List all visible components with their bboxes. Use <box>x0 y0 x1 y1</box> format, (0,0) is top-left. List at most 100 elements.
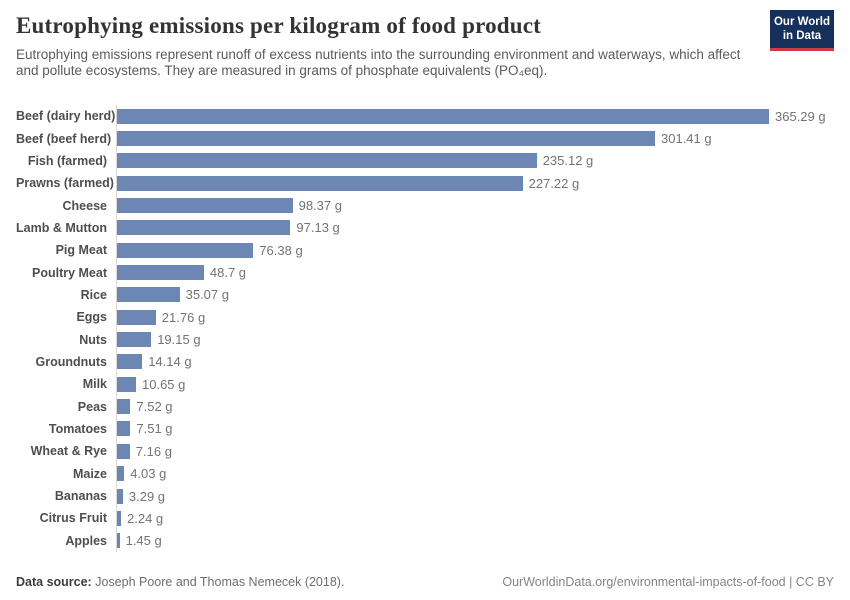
bar-track: 235.12 g <box>116 149 834 173</box>
category-label: Beef (beef herd) <box>16 131 112 146</box>
value-label: 3.29 g <box>128 488 166 504</box>
chart-row: Apples 1.45 g <box>16 529 834 552</box>
chart-row: Prawns (farmed) 227.22 g <box>16 172 834 195</box>
bar[interactable] <box>117 510 121 526</box>
subtitle-line-1: Eutrophying emissions represent runoff o… <box>16 47 666 62</box>
bar[interactable] <box>117 287 180 303</box>
value-label: 21.76 g <box>161 309 206 325</box>
bar-track: 19.15 g <box>116 328 834 351</box>
chart-row: Groundnuts 14.14 g <box>16 350 834 374</box>
bar-track: 7.52 g <box>116 395 834 418</box>
subtitle-line-2: which affect and pollute ecosystems. The… <box>16 47 741 79</box>
bar[interactable] <box>117 309 156 325</box>
chart-row: Eggs 21.76 g <box>16 306 834 329</box>
chart-row: Maize 4.03 g <box>16 462 834 485</box>
category-label: Milk <box>82 377 107 392</box>
bar[interactable] <box>117 108 769 124</box>
bar-track: 4.03 g <box>116 462 834 485</box>
bar[interactable] <box>117 533 120 549</box>
bar-track: 227.22 g <box>116 172 834 195</box>
value-label: 227.22 g <box>528 175 580 191</box>
value-label: 301.41 g <box>661 131 712 147</box>
value-label: 14.14 g <box>148 354 192 370</box>
bar-track: 1.45 g <box>116 529 834 552</box>
bar-track: 35.07 g <box>116 283 834 307</box>
chart-footer: Data source: Joseph Poore and Thomas Nem… <box>16 575 834 589</box>
category-label: Tomatoes <box>48 421 107 436</box>
data-source: Data source: Joseph Poore and Thomas Nem… <box>16 575 344 589</box>
bar-track: 14.14 g <box>116 350 834 374</box>
bar-track: 48.7 g <box>116 261 834 284</box>
chart-row: Pig Meat 76.38 g <box>16 239 834 262</box>
footer-link[interactable]: OurWorldinData.org/environmental-impacts… <box>502 575 834 589</box>
value-label: 76.38 g <box>259 242 303 258</box>
bar-track: 97.13 g <box>116 216 834 240</box>
bar-chart: Beef (dairy herd) 365.29 g Beef (beef he… <box>16 105 834 552</box>
value-label: 7.51 g <box>136 421 173 437</box>
data-source-text: Joseph Poore and Thomas Nemecek (2018). <box>91 575 345 589</box>
category-label: Maize <box>72 466 107 481</box>
value-label: 365.29 g <box>775 108 826 124</box>
bar[interactable] <box>117 332 152 348</box>
value-label: 19.15 g <box>157 332 201 348</box>
category-label: Eggs <box>76 310 107 325</box>
chart-row: Cheese 98.37 g <box>16 194 834 217</box>
chart-row: Fish (farmed) 235.12 g <box>16 149 834 173</box>
category-label: Groundnuts <box>35 354 107 369</box>
chart-row: Bananas 3.29 g <box>16 484 834 508</box>
category-label: Nuts <box>79 332 107 347</box>
bar-track: 3.29 g <box>116 484 834 508</box>
category-label: Apples <box>65 533 107 548</box>
category-label: Peas <box>77 399 107 414</box>
chart-row: Lamb & Mutton 97.13 g <box>16 216 834 240</box>
category-label: Fish (farmed) <box>27 153 107 168</box>
bar-track: 76.38 g <box>116 239 834 262</box>
chart-row: Milk 10.65 g <box>16 373 834 396</box>
bar[interactable] <box>117 220 291 236</box>
owid-logo-line-2: in Data <box>782 30 822 42</box>
value-label: 4.03 g <box>130 466 167 482</box>
chart-header: Eutrophying emissions per kilogram of fo… <box>16 13 754 80</box>
bar-track: 2.24 g <box>116 507 834 530</box>
value-label: 7.16 g <box>135 443 172 459</box>
bar[interactable] <box>117 421 131 437</box>
category-label: Lamb & Mutton <box>16 220 107 235</box>
bar[interactable] <box>117 399 131 415</box>
bar[interactable] <box>117 175 523 191</box>
chart-row: Beef (dairy herd) 365.29 g <box>16 105 834 128</box>
category-label: Beef (dairy herd) <box>16 109 116 124</box>
bar-track: 7.51 g <box>116 417 834 441</box>
bar[interactable] <box>117 466 125 482</box>
chart-title: Eutrophying emissions per kilogram of fo… <box>16 13 542 38</box>
category-label: Rice <box>80 287 107 302</box>
category-label: Poultry Meat <box>31 265 107 280</box>
bar-track: 7.16 g <box>116 440 834 463</box>
bar[interactable] <box>117 198 293 214</box>
bar-track: 98.37 g <box>116 194 834 217</box>
data-source-label: Data source: <box>16 575 92 589</box>
owid-logo: Our World in Data <box>770 10 834 51</box>
bar[interactable] <box>117 265 204 281</box>
bar[interactable] <box>117 354 143 370</box>
value-label: 235.12 g <box>542 153 594 169</box>
chart-row: Nuts 19.15 g <box>16 328 834 351</box>
bar[interactable] <box>117 153 537 169</box>
bar-track: 21.76 g <box>116 306 834 329</box>
bar[interactable] <box>117 131 655 147</box>
chart-row: Poultry Meat 48.7 g <box>16 261 834 284</box>
value-label: 2.24 g <box>127 510 164 526</box>
bar[interactable] <box>117 443 130 459</box>
chart-row: Rice 35.07 g <box>16 283 834 307</box>
chart-row: Citrus Fruit 2.24 g <box>16 507 834 530</box>
category-label: Citrus Fruit <box>39 511 107 526</box>
category-label: Wheat & Rye <box>30 444 107 459</box>
value-label: 48.7 g <box>209 265 247 281</box>
chart-row: Wheat & Rye 7.16 g <box>16 440 834 463</box>
bar[interactable] <box>117 488 123 504</box>
bar-track: 10.65 g <box>116 373 834 396</box>
chart-row: Peas 7.52 g <box>16 395 834 418</box>
bar[interactable] <box>117 242 254 258</box>
category-label: Prawns (farmed) <box>16 176 114 191</box>
bar[interactable] <box>117 376 136 392</box>
bar-track: 301.41 g <box>116 127 834 150</box>
